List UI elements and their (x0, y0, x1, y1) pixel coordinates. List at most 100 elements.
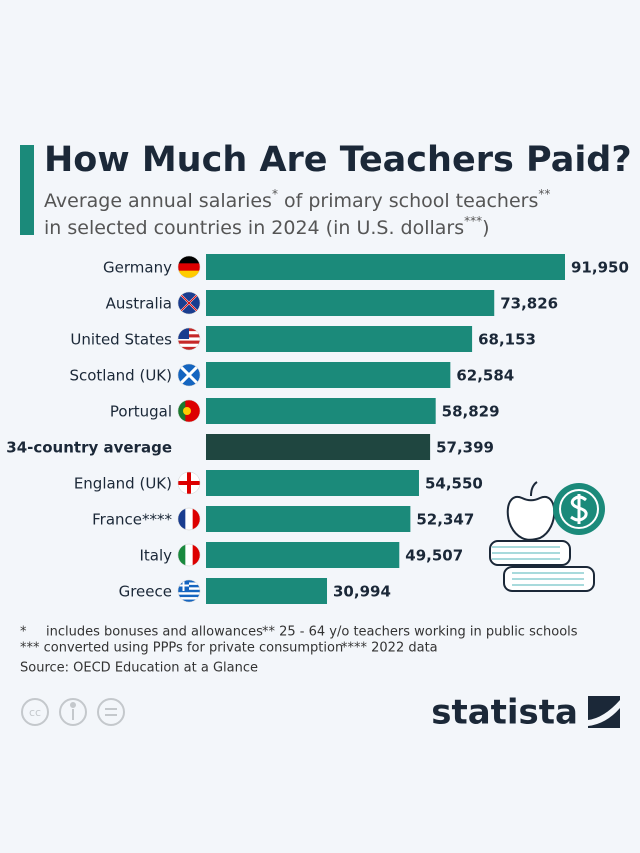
illustration (489, 481, 605, 592)
flag-part (178, 589, 200, 593)
flag-part (178, 592, 200, 595)
superscript: * (272, 187, 278, 201)
category-label: Germany (103, 259, 172, 277)
value-label: 57,399 (436, 439, 494, 457)
flag (178, 544, 200, 566)
flag-part (178, 270, 200, 278)
flag-part (178, 400, 186, 422)
bar (206, 542, 400, 568)
value-label: 52,347 (416, 511, 474, 529)
value-label: 62,584 (456, 367, 514, 385)
bar (206, 326, 473, 352)
flag (178, 328, 200, 350)
bar (206, 254, 565, 280)
category-label: Italy (139, 547, 172, 565)
subtitle-text: Average annual salaries (44, 190, 272, 212)
flag-outline (177, 399, 201, 423)
flag (178, 508, 200, 530)
flag-part (178, 328, 189, 339)
bars: Germany 91,950 Australia 73,826 United State… (6, 254, 629, 604)
flag-part (192, 544, 200, 566)
flag-part (178, 346, 200, 350)
value-label: 58,829 (442, 403, 500, 421)
flag-part (178, 472, 200, 494)
flag-part (178, 337, 200, 341)
category-label: Greece (119, 583, 172, 601)
value-label: 91,950 (571, 259, 629, 277)
bar (206, 398, 436, 424)
flag-outline (177, 291, 201, 315)
bar (206, 506, 411, 532)
category-label: 34-country average (6, 439, 172, 457)
flag-part (185, 544, 194, 566)
flag-part (178, 340, 200, 345)
footnote: * (20, 625, 27, 640)
value-label: 73,826 (500, 295, 558, 313)
flag-part (192, 400, 200, 422)
value-label: 54,550 (425, 475, 483, 493)
bar (206, 578, 328, 604)
flag-part (178, 256, 200, 264)
brand-mark (588, 696, 620, 728)
flag-outline (177, 543, 201, 567)
superscript: ** (538, 187, 550, 201)
subtitle: Average annual salaries* of primary scho… (44, 187, 550, 239)
subtitle-line: Average annual salaries* of primary scho… (44, 187, 550, 212)
chart-title: How Much Are Teachers Paid? (44, 140, 632, 180)
subtitle-text: ) (482, 217, 489, 239)
category-label: France**** (92, 511, 172, 529)
value-label: 30,994 (333, 583, 391, 601)
value-label: 68,153 (478, 331, 536, 349)
flag-outline (177, 363, 201, 387)
value-label: 49,507 (405, 547, 463, 565)
flag-part (183, 407, 191, 415)
footnote: **** 2022 data (341, 641, 438, 656)
flag-part (192, 508, 200, 530)
brand: statista (431, 693, 578, 733)
subtitle-text: of primary school teachers (278, 190, 538, 212)
category-label: Australia (106, 295, 172, 313)
footnote: includes bonuses and allowances (46, 625, 263, 640)
category-label: Scotland (UK) (69, 367, 172, 385)
flag-part (178, 263, 200, 272)
flag (178, 472, 200, 494)
flag-part (185, 508, 194, 530)
flag-part (178, 580, 189, 591)
flag-part (178, 508, 186, 530)
category-label: United States (70, 331, 172, 349)
flag-outline (177, 255, 201, 279)
flag-part (178, 364, 200, 386)
license-icons: cc (21, 698, 125, 726)
flag-outline (177, 507, 201, 531)
flag (178, 256, 200, 278)
flag (178, 400, 200, 422)
bar (206, 290, 495, 316)
flag (178, 292, 200, 314)
footnote: *** converted using PPPs for private con… (20, 641, 343, 656)
flag-outline (177, 327, 201, 351)
footnote: ** 25 - 64 y/o teachers working in publi… (262, 625, 578, 640)
subtitle-line: in selected countries in 2024 (in U.S. d… (44, 214, 490, 239)
source: Source: OECD Education at a Glance (20, 661, 258, 676)
flag (178, 580, 200, 602)
bar (206, 362, 451, 388)
category-label: England (UK) (74, 475, 172, 493)
svg-text:cc: cc (29, 706, 41, 719)
category-label: Portugal (110, 403, 172, 421)
flag-part (178, 594, 200, 598)
superscript: *** (464, 214, 482, 228)
flag-part (178, 343, 200, 348)
flag-part (178, 599, 200, 602)
flag-outline (177, 579, 201, 603)
flag-part (178, 292, 200, 314)
flag-part (178, 544, 186, 566)
accent-bar (20, 145, 34, 235)
flag-part (178, 597, 200, 600)
bar (206, 470, 419, 496)
footnotes: * includes bonuses and allowances ** 25 - … (20, 625, 578, 656)
flag (178, 364, 200, 386)
subtitle-text: in selected countries in 2024 (in U.S. d… (44, 217, 464, 239)
bar (206, 434, 431, 460)
flag-outline (177, 471, 201, 495)
